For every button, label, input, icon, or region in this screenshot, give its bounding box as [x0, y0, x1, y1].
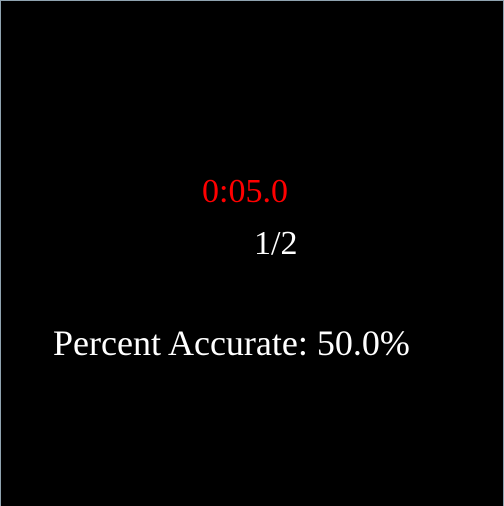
timer-display: 0:05.0 — [202, 173, 288, 210]
progress-counter: 1/2 — [254, 225, 298, 262]
accuracy-readout: Percent Accurate: 50.0% — [53, 323, 410, 363]
